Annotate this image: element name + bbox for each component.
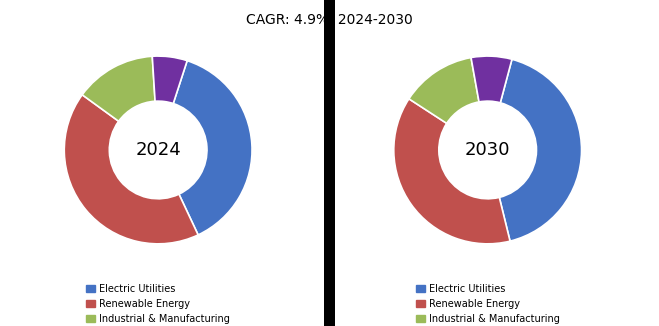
Wedge shape <box>394 99 510 244</box>
Wedge shape <box>173 61 252 235</box>
Wedge shape <box>409 58 479 123</box>
Legend: Electric Utilities, Renewable Energy, Industrial & Manufacturing, Others: Electric Utilities, Renewable Energy, In… <box>416 284 559 326</box>
Wedge shape <box>82 56 155 121</box>
Legend: Electric Utilities, Renewable Energy, Industrial & Manufacturing, Others: Electric Utilities, Renewable Energy, In… <box>86 284 230 326</box>
Wedge shape <box>152 56 187 104</box>
Text: 2024: 2024 <box>135 141 181 159</box>
Wedge shape <box>500 59 581 241</box>
Text: CAGR: 4.9%  2024-2030: CAGR: 4.9% 2024-2030 <box>246 13 413 27</box>
Wedge shape <box>65 95 198 244</box>
Wedge shape <box>471 56 512 103</box>
Text: 2030: 2030 <box>465 141 511 159</box>
